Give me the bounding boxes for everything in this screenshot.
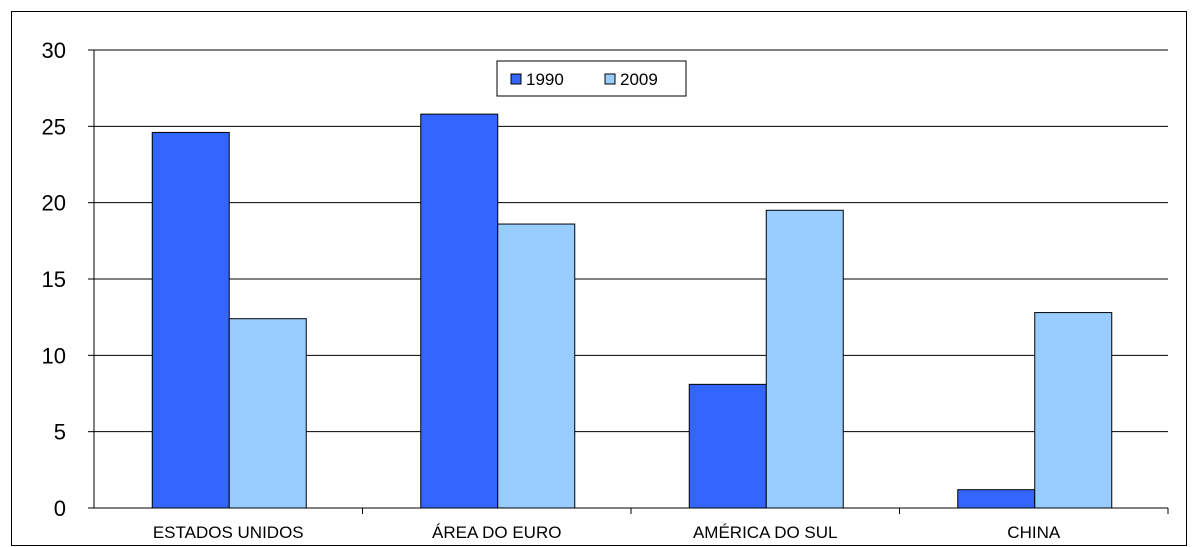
category-label: CHINA xyxy=(1007,523,1061,542)
axes xyxy=(88,49,1169,514)
bar-2009 xyxy=(497,223,576,509)
y-tick-label: 15 xyxy=(42,267,66,292)
legend-swatch-2009 xyxy=(604,73,616,85)
bar-2009 xyxy=(1034,312,1113,509)
bar-1990 xyxy=(688,383,767,509)
category-label: AMÉRICA DO SUL xyxy=(693,523,838,542)
y-tick-label: 5 xyxy=(54,420,66,445)
legend-label-1990: 1990 xyxy=(526,70,564,89)
category-labels: ESTADOS UNIDOS ÁREA DO EURO AMÉRICA DO SUL… xyxy=(153,523,1061,542)
y-tick-label: 25 xyxy=(42,114,66,139)
y-tick-label: 10 xyxy=(42,343,66,368)
bars xyxy=(151,113,1113,509)
category-label: ÁREA DO EURO xyxy=(432,523,561,542)
legend-box xyxy=(496,60,687,97)
bar-2009 xyxy=(228,318,307,509)
category-label: ESTADOS UNIDOS xyxy=(153,523,304,542)
bar-1990 xyxy=(151,131,230,509)
bar-1990 xyxy=(420,113,499,509)
legend-label-2009: 2009 xyxy=(620,70,658,89)
y-tick-label: 0 xyxy=(54,496,66,521)
bar-2009 xyxy=(765,209,844,509)
y-tick-label: 20 xyxy=(42,191,66,216)
bar-1990 xyxy=(957,489,1036,509)
legend: 1990 2009 xyxy=(496,60,687,97)
legend-swatch-1990 xyxy=(510,73,522,85)
y-tick-labels: 0 5 10 15 20 25 30 xyxy=(42,38,66,521)
y-tick-label: 30 xyxy=(42,38,66,63)
